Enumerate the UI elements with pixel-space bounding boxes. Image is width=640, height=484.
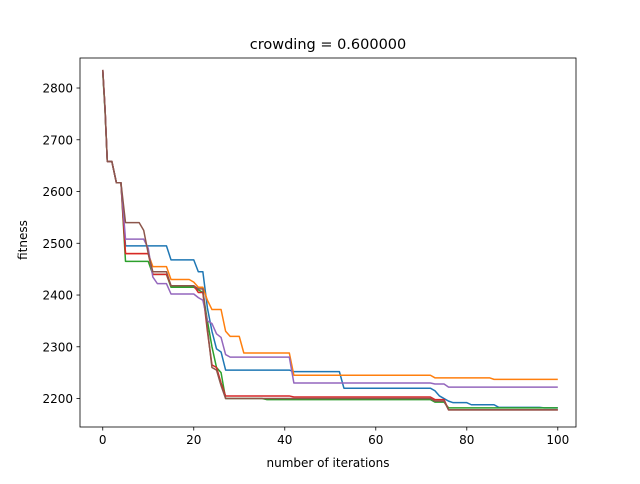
y-tick-label: 2200 [42, 392, 73, 406]
axes-group: 0 20 40 60 80 100 2200 2300 2400 2500 2600 2700 2800 [42, 57, 577, 447]
chart-title: crowding = 0.600000 [250, 37, 407, 53]
axes-frame [79, 57, 577, 428]
y-axis-label: fitness [16, 220, 30, 260]
x-tick-label: 20 [186, 433, 201, 447]
series-group [102, 69, 558, 411]
y-tick-label: 2300 [42, 340, 73, 354]
y-tick-label: 2500 [42, 237, 73, 251]
y-tick-label: 2700 [42, 133, 73, 147]
y-tick-label: 2800 [42, 82, 73, 96]
x-tick-label: 0 [99, 433, 107, 447]
y-tick-label: 2600 [42, 185, 73, 199]
x-tick-label: 100 [546, 433, 569, 447]
x-tick-label: 40 [277, 433, 292, 447]
series-line-6 [102, 69, 558, 411]
y-tick-label: 2400 [42, 289, 73, 303]
plot-area [80, 58, 576, 427]
x-tick-label: 80 [459, 433, 474, 447]
x-tick-label: 60 [368, 433, 383, 447]
x-axis-label: number of iterations [267, 456, 390, 470]
plot-background [80, 58, 576, 427]
